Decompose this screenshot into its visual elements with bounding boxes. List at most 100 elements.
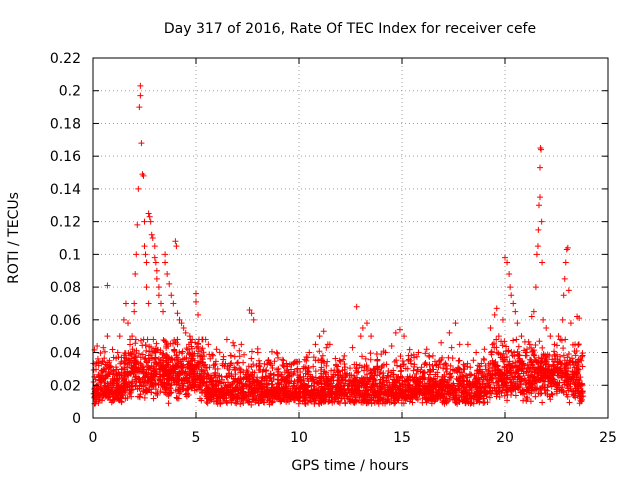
noise-point	[186, 364, 193, 371]
data-point	[148, 231, 155, 238]
noise-point	[463, 377, 470, 384]
noise-point	[217, 394, 224, 401]
noise-point	[122, 350, 129, 357]
noise-point	[328, 375, 335, 382]
data-point	[562, 259, 569, 266]
noise-point	[342, 376, 349, 383]
noise-point	[542, 360, 549, 367]
noise-point	[549, 391, 556, 398]
noise-point	[494, 382, 501, 389]
noise-point	[232, 399, 239, 406]
noise-point	[135, 350, 142, 357]
noise-point	[315, 400, 322, 407]
noise-point	[493, 387, 500, 394]
noise-point	[224, 400, 231, 407]
noise-point	[554, 372, 561, 379]
data-point	[104, 282, 111, 289]
data-point	[157, 300, 164, 307]
noise-point	[296, 358, 303, 365]
noise-point	[532, 377, 539, 384]
noise-point	[244, 398, 251, 405]
data-point	[153, 275, 160, 282]
data-point	[320, 328, 327, 335]
noise-point	[354, 374, 361, 381]
noise-point	[504, 397, 511, 404]
noise-point	[534, 359, 541, 366]
data-point	[137, 82, 144, 89]
noise-point	[408, 360, 415, 367]
noise-point	[380, 374, 387, 381]
data-point	[543, 325, 550, 331]
data-point	[363, 320, 370, 327]
data-point	[508, 292, 515, 299]
noise-point	[472, 375, 479, 382]
noise-point	[497, 354, 504, 361]
noise-point	[532, 367, 539, 374]
noise-point	[471, 372, 478, 379]
data-point	[452, 320, 459, 327]
noise-point	[524, 386, 531, 393]
noise-point	[284, 397, 291, 404]
data-point	[357, 333, 364, 340]
noise-point	[447, 370, 454, 377]
noise-point	[234, 360, 241, 367]
noise-point	[195, 340, 202, 347]
noise-point	[352, 397, 359, 404]
noise-point	[288, 391, 295, 398]
data-point	[530, 308, 537, 315]
noise-point	[540, 378, 547, 385]
noise-point	[569, 355, 576, 362]
noise-point	[268, 362, 275, 369]
noise-point	[430, 376, 437, 383]
data-point	[180, 325, 187, 331]
noise-point	[210, 385, 217, 392]
noise-point	[146, 386, 153, 393]
noise-point	[294, 394, 301, 401]
noise-point	[553, 342, 560, 349]
noise-point	[462, 394, 469, 401]
noise-point	[413, 385, 420, 392]
noise-point	[532, 341, 539, 348]
y-tick-label: 0.18	[50, 116, 81, 132]
noise-point	[223, 399, 230, 406]
noise-point	[434, 396, 441, 403]
noise-point	[532, 393, 539, 400]
noise-point	[144, 374, 151, 381]
data-point	[102, 382, 109, 389]
data-point	[152, 259, 159, 266]
x-tick-label: 15	[393, 430, 411, 446]
data-point	[495, 333, 502, 340]
data-point	[248, 310, 255, 317]
noise-point	[192, 379, 199, 386]
noise-point	[508, 348, 515, 355]
noise-point	[157, 388, 164, 395]
noise-point	[579, 350, 586, 357]
noise-point	[397, 363, 404, 370]
noise-point	[250, 361, 257, 368]
noise-point	[544, 351, 551, 358]
data-point	[140, 172, 147, 179]
noise-point	[346, 378, 353, 385]
data-point	[162, 259, 169, 266]
noise-point	[174, 341, 181, 348]
noise-point	[263, 380, 270, 387]
data-point	[141, 243, 148, 250]
noise-point	[493, 344, 500, 351]
noise-point	[240, 359, 247, 366]
noise-point	[498, 338, 505, 345]
noise-point	[120, 384, 127, 391]
noise-point	[312, 368, 319, 375]
data-point	[182, 329, 189, 336]
y-tick-label: 0.02	[50, 378, 81, 394]
noise-point	[441, 372, 448, 378]
noise-point	[398, 394, 405, 401]
data-point	[514, 320, 521, 327]
noise-point	[410, 367, 417, 374]
data-point	[538, 146, 545, 153]
noise-point	[395, 397, 402, 404]
noise-point	[224, 363, 231, 370]
noise-point	[459, 382, 466, 389]
noise-point	[269, 365, 276, 372]
noise-point	[470, 357, 477, 364]
data-point	[401, 333, 408, 340]
